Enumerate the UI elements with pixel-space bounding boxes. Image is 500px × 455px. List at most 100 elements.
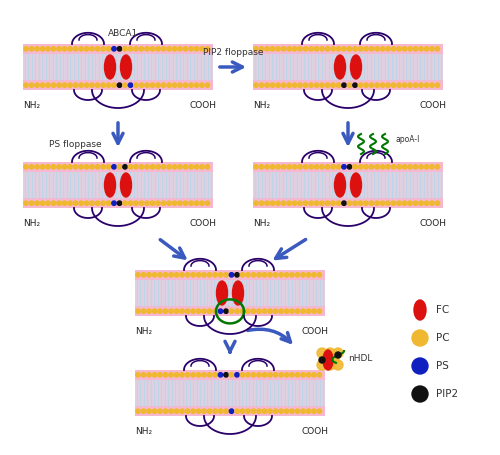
Circle shape: [292, 83, 296, 87]
Circle shape: [257, 409, 261, 414]
Circle shape: [336, 46, 340, 51]
Circle shape: [282, 83, 286, 87]
Bar: [23, 44, 213, 90]
Circle shape: [348, 46, 352, 51]
Circle shape: [380, 201, 384, 205]
Circle shape: [301, 373, 305, 377]
Circle shape: [206, 165, 210, 169]
Text: ABCA1: ABCA1: [108, 29, 138, 38]
Circle shape: [164, 273, 168, 277]
Circle shape: [24, 165, 28, 169]
Circle shape: [306, 409, 310, 414]
Circle shape: [40, 83, 44, 87]
Circle shape: [174, 373, 178, 377]
Circle shape: [206, 46, 210, 51]
Circle shape: [306, 309, 310, 313]
Circle shape: [430, 201, 434, 205]
Text: COOH: COOH: [419, 101, 446, 110]
Circle shape: [314, 165, 318, 169]
Circle shape: [230, 409, 234, 414]
Circle shape: [184, 201, 188, 205]
Circle shape: [287, 201, 291, 205]
Circle shape: [419, 83, 423, 87]
Circle shape: [46, 165, 50, 169]
Circle shape: [325, 360, 335, 370]
Circle shape: [262, 409, 266, 414]
Circle shape: [358, 201, 362, 205]
Circle shape: [296, 409, 300, 414]
Circle shape: [101, 83, 105, 87]
Circle shape: [35, 201, 39, 205]
Circle shape: [208, 409, 212, 414]
Text: PS: PS: [436, 361, 449, 371]
Circle shape: [169, 373, 173, 377]
Circle shape: [169, 273, 173, 277]
Circle shape: [180, 309, 184, 313]
Circle shape: [279, 273, 283, 277]
Circle shape: [106, 46, 110, 51]
Circle shape: [140, 83, 143, 87]
Circle shape: [412, 330, 428, 346]
Circle shape: [270, 83, 274, 87]
Circle shape: [235, 373, 239, 377]
Circle shape: [74, 201, 78, 205]
Circle shape: [270, 165, 274, 169]
Circle shape: [402, 165, 406, 169]
Circle shape: [392, 201, 396, 205]
Circle shape: [312, 409, 316, 414]
Circle shape: [342, 201, 346, 205]
Circle shape: [79, 46, 83, 51]
Circle shape: [101, 165, 105, 169]
Circle shape: [213, 409, 217, 414]
Circle shape: [298, 201, 302, 205]
Circle shape: [287, 46, 291, 51]
Circle shape: [106, 201, 110, 205]
Circle shape: [314, 46, 318, 51]
Circle shape: [196, 409, 200, 414]
Ellipse shape: [334, 173, 345, 197]
Circle shape: [254, 83, 258, 87]
Circle shape: [309, 83, 313, 87]
Circle shape: [134, 165, 138, 169]
Circle shape: [180, 409, 184, 414]
Circle shape: [196, 373, 200, 377]
Circle shape: [178, 201, 182, 205]
Circle shape: [224, 309, 228, 313]
Circle shape: [364, 165, 368, 169]
Circle shape: [202, 309, 206, 313]
Circle shape: [436, 46, 440, 51]
Circle shape: [167, 83, 171, 87]
Circle shape: [134, 201, 138, 205]
Circle shape: [430, 83, 434, 87]
Circle shape: [62, 83, 66, 87]
Circle shape: [436, 165, 440, 169]
Circle shape: [326, 83, 330, 87]
Circle shape: [335, 352, 341, 358]
Circle shape: [298, 165, 302, 169]
Circle shape: [30, 165, 34, 169]
Circle shape: [180, 373, 184, 377]
Circle shape: [358, 165, 362, 169]
Text: COOH: COOH: [301, 427, 328, 436]
Circle shape: [147, 373, 151, 377]
Circle shape: [24, 201, 28, 205]
Circle shape: [30, 201, 34, 205]
Circle shape: [150, 165, 154, 169]
Circle shape: [147, 273, 151, 277]
Circle shape: [304, 165, 308, 169]
Circle shape: [147, 309, 151, 313]
Text: COOH: COOH: [419, 219, 446, 228]
Circle shape: [284, 309, 288, 313]
Circle shape: [424, 83, 428, 87]
Circle shape: [326, 46, 330, 51]
Circle shape: [268, 373, 272, 377]
Circle shape: [257, 273, 261, 277]
Circle shape: [134, 83, 138, 87]
Circle shape: [304, 83, 308, 87]
Circle shape: [353, 165, 357, 169]
Circle shape: [208, 373, 212, 377]
Circle shape: [331, 165, 335, 169]
Circle shape: [364, 46, 368, 51]
Circle shape: [252, 373, 256, 377]
Circle shape: [408, 201, 412, 205]
